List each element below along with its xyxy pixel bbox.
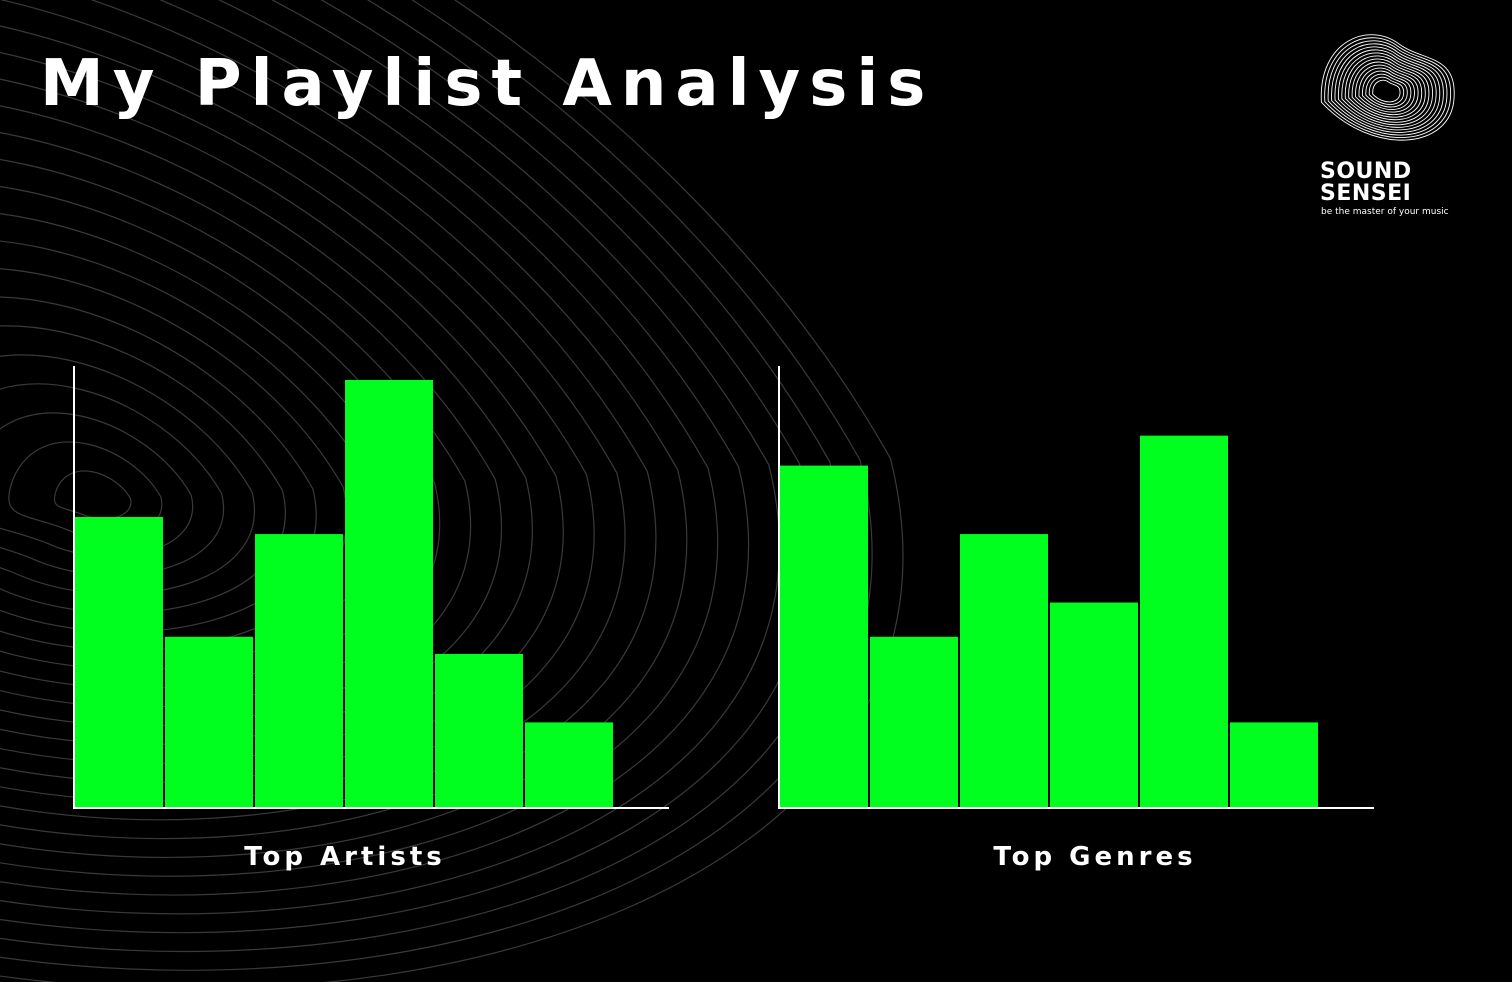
- background-contour-ring: [0, 0, 873, 971]
- top-genres-label: Top Genres: [993, 842, 1197, 872]
- logo-contour-ring: [1344, 55, 1430, 123]
- bar: [780, 465, 868, 808]
- logo-contour-ring: [1324, 37, 1451, 138]
- background-contour-ring: [0, 383, 225, 576]
- logo-contour-ring: [1351, 61, 1423, 118]
- top-genres-chart-svg: [778, 366, 1374, 809]
- bar: [870, 636, 958, 808]
- logo-contour-ring: [1365, 73, 1408, 108]
- background-contour-ring: [0, 0, 780, 915]
- bar: [960, 534, 1048, 808]
- page-title: My Playlist Analysis: [40, 47, 935, 121]
- bar: [1230, 722, 1318, 808]
- logo-contour-ring: [1368, 76, 1405, 105]
- contour-wave-logo-icon: [1320, 34, 1455, 141]
- brand-logo: SOUND SENSEI be the master of your music: [1312, 20, 1472, 220]
- bar: [255, 534, 343, 808]
- background-contour-ring: [0, 213, 410, 689]
- top-artists-chart: [73, 366, 673, 810]
- bar: [435, 653, 523, 808]
- bar: [345, 380, 433, 808]
- brand-name-line-2: SENSEI: [1320, 181, 1412, 206]
- logo-contour-ring: [1372, 79, 1401, 103]
- bar: [75, 516, 163, 808]
- bar: [165, 636, 253, 808]
- brand-tagline: be the master of your music: [1321, 207, 1449, 217]
- bar: [525, 722, 613, 808]
- background-contour-ring: [0, 412, 194, 558]
- logo-contour-ring: [1320, 34, 1455, 141]
- logo-contour-ring: [1334, 46, 1441, 131]
- logo-contour-ring: [1327, 40, 1448, 136]
- logo-contour-ring: [1331, 43, 1444, 133]
- top-genres-chart: [778, 366, 1378, 810]
- background-contour-ring: [0, 325, 286, 614]
- background-contour-ring: [53, 470, 132, 520]
- bar: [1140, 435, 1228, 808]
- background-contour-ring: [0, 0, 904, 982]
- background-contour-ring: [0, 0, 811, 934]
- bar: [1050, 602, 1138, 808]
- logo-contour-ring: [1341, 52, 1433, 126]
- logo-contour-ring: [1338, 49, 1437, 128]
- top-artists-label: Top Artists: [244, 842, 446, 872]
- brand-name-line-1: SOUND: [1320, 159, 1412, 184]
- background-contour-ring: [0, 354, 255, 595]
- logo-contour-ring: [1361, 70, 1412, 110]
- background-contour-ring: [0, 0, 842, 952]
- logo-contour-ring: [1355, 64, 1419, 116]
- logo-contour-ring: [1348, 58, 1426, 121]
- logo-contour-ring: [1358, 67, 1415, 113]
- background-contour-ring: [0, 0, 750, 896]
- top-artists-chart-svg: [73, 366, 669, 809]
